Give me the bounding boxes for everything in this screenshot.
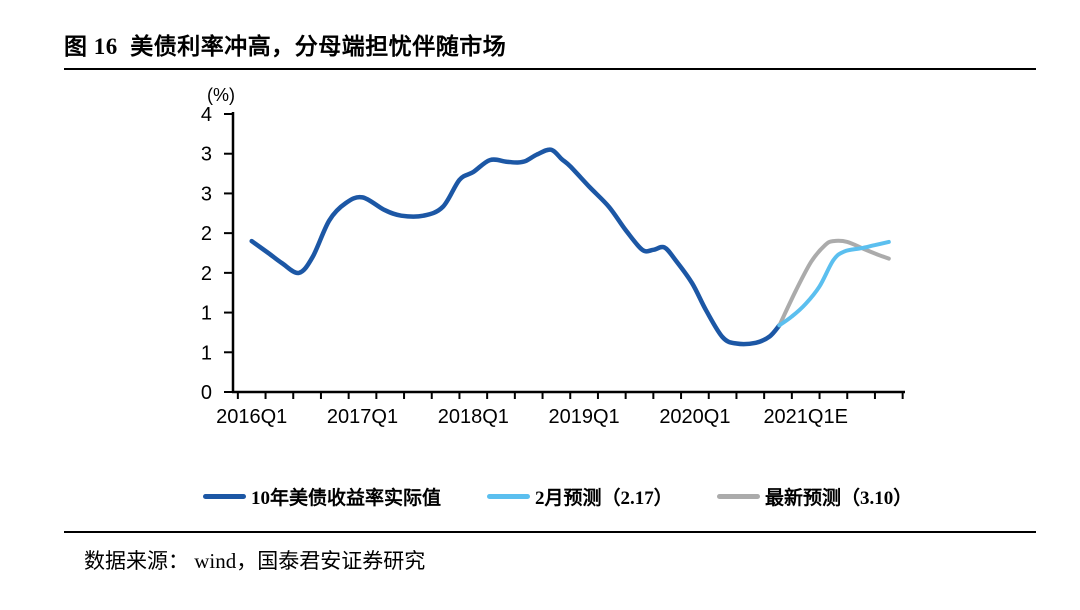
y-axis-tick-label: 0 <box>201 382 212 404</box>
x-axis-tick-label: 2021Q1E <box>763 406 848 428</box>
figure-title: 图 16 美债利率冲高，分母端担忧伴随市场 <box>64 34 507 59</box>
y-axis-tick-label: 1 <box>201 342 212 364</box>
legend-item-latest-forecast: 最新预测（3.10） <box>717 485 913 509</box>
legend-label-feb-forecast: 2月预测（2.17） <box>535 487 673 509</box>
data-source: 数据来源： wind，国泰君安证券研究 <box>84 549 426 573</box>
title-divider <box>64 68 1036 70</box>
x-axis-tick-label: 2020Q1 <box>659 406 730 428</box>
feb-forecast-line-swatch <box>487 493 530 499</box>
y-axis-tick-label: 1 <box>201 303 212 325</box>
x-axis-tick-label: 2016Q1 <box>216 406 287 428</box>
x-axis-tick-label: 2017Q1 <box>327 406 398 428</box>
x-axis-tick-label: 2019Q1 <box>549 406 620 428</box>
series-line-2 <box>777 238 891 328</box>
y-axis-tick-label: 3 <box>201 144 212 166</box>
legend-label-actual: 10年美债收益率实际值 <box>251 487 442 509</box>
x-axis-tick-label: 2018Q1 <box>438 406 509 428</box>
latest-forecast-line-swatch <box>717 493 760 499</box>
y-axis-tick-label: 3 <box>201 183 212 205</box>
source-divider <box>64 531 1036 533</box>
actual-line-swatch <box>203 493 246 499</box>
legend-item-actual: 10年美债收益率实际值 <box>203 485 442 509</box>
y-axis-unit-label: (%) <box>207 85 235 105</box>
y-axis-tick-label: 2 <box>201 223 212 245</box>
legend-label-latest-forecast: 最新预测（3.10） <box>765 487 913 509</box>
series-line-1 <box>777 239 891 328</box>
y-axis-tick-label: 2 <box>201 263 212 285</box>
y-axis-tick-label: 4 <box>201 104 212 126</box>
series-line-0 <box>249 147 782 347</box>
legend-item-feb-forecast: 2月预测（2.17） <box>487 485 673 509</box>
